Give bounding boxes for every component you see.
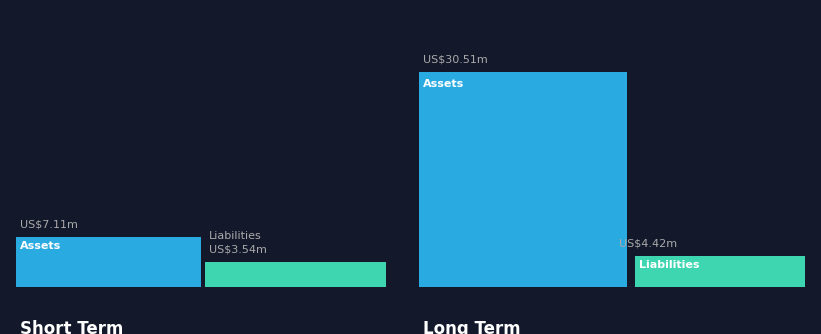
Text: US$4.42m: US$4.42m	[619, 238, 677, 248]
Bar	[419, 72, 627, 287]
Text: Liabilities: Liabilities	[209, 231, 261, 241]
Text: US$7.11m: US$7.11m	[20, 219, 78, 229]
Text: US$30.51m: US$30.51m	[423, 54, 488, 64]
Bar	[205, 262, 390, 287]
Bar	[16, 237, 201, 287]
Text: Assets: Assets	[20, 240, 62, 250]
Text: Assets: Assets	[423, 78, 464, 89]
Text: Liabilities: Liabilities	[639, 260, 699, 270]
Text: Long Term: Long Term	[423, 320, 521, 334]
Text: US$3.54m: US$3.54m	[209, 245, 266, 255]
Text: Short Term: Short Term	[20, 320, 123, 334]
Bar	[635, 256, 805, 287]
